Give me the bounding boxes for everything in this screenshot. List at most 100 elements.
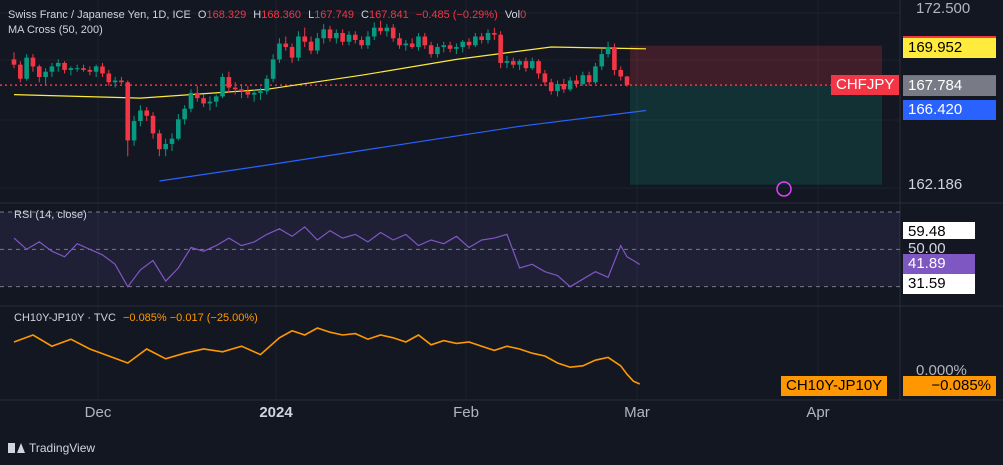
candle-body (536, 61, 541, 74)
price-tag: 162.186 (903, 174, 996, 195)
time-label-dec: Dec (84, 404, 112, 421)
marker-layer (776, 181, 792, 197)
candle-body (435, 47, 440, 55)
rsi-tag: 50.00 (903, 239, 975, 260)
candle-body (567, 80, 573, 90)
candle-body (473, 36, 478, 46)
candle-body (454, 47, 459, 49)
candle-body (87, 69, 93, 72)
candle-body (492, 32, 497, 35)
candle-body (277, 43, 282, 60)
rsi-tag: 59.48 (903, 221, 975, 242)
rsi-pane[interactable] (0, 211, 900, 288)
spread-pane[interactable] (13, 327, 641, 385)
candle-body (422, 36, 428, 46)
candle-body (466, 41, 472, 46)
candle-body (36, 66, 42, 77)
price-tag: 166.420 (903, 100, 996, 121)
time-label-mar: Mar (624, 404, 650, 421)
candle-body (283, 43, 289, 48)
candle-body (68, 68, 74, 70)
candle-body (24, 57, 29, 79)
candle-body (106, 73, 112, 83)
candle-body (188, 92, 194, 109)
candle-body (207, 101, 213, 104)
ohlc-open: O168.329 (197, 9, 247, 21)
rsi-legend[interactable]: RSI (14, close) (14, 209, 87, 221)
candle-body (346, 34, 352, 42)
candle-body (11, 59, 17, 65)
candle-body (529, 61, 535, 69)
lightning-icon (776, 181, 792, 197)
candle-body (523, 61, 529, 69)
spread-legend[interactable]: CH10Y-JP10Y · TVC −0.085% −0.017 (−25.00… (14, 312, 262, 324)
candle-body (226, 77, 232, 88)
symbol-tag: CHFJPY (831, 75, 900, 96)
rsi-tag: 41.89 (903, 254, 975, 275)
candle-body (378, 27, 383, 32)
candle-body (428, 45, 434, 55)
volume-readout: Vol0 (504, 9, 527, 21)
ohlc-close: C167.841 (361, 9, 409, 21)
spread-symbol: CH10Y-JP10Y · TVC (14, 312, 116, 324)
tradingview-brand[interactable]: TradingView (8, 441, 95, 455)
spread-values: −0.085% −0.017 (−25.00%) (122, 312, 258, 324)
candle-body (403, 43, 409, 46)
ma-cross-legend[interactable]: MA Cross (50, 200) (8, 24, 103, 36)
price-pane[interactable] (0, 20, 900, 185)
candle-body (302, 36, 308, 42)
candle-body (352, 34, 358, 40)
candle-body (371, 27, 377, 37)
candle-body (93, 66, 99, 72)
candle-body (397, 38, 402, 46)
candle-body (384, 27, 390, 32)
time-label-2024: 2024 (259, 404, 293, 421)
candle-body (245, 91, 251, 95)
candle-body (586, 75, 592, 83)
projection-lower-zone (630, 85, 882, 185)
candle-body (194, 92, 200, 99)
candle-body (504, 61, 510, 63)
candle-body (441, 45, 447, 48)
candle-body (315, 38, 320, 51)
candle-body (150, 115, 156, 134)
candle-body (599, 54, 605, 67)
candle-body (62, 62, 67, 70)
candle-body (390, 27, 396, 39)
candle-body (409, 43, 415, 48)
candle-body (49, 66, 55, 72)
candle-body (251, 92, 257, 95)
candle-body (561, 84, 567, 90)
candle-body (201, 98, 206, 104)
candle-body (460, 41, 466, 48)
candle-body (365, 36, 371, 46)
spread-symbol-tag: CH10Y-JP10Y (781, 376, 888, 396)
candle-body (289, 47, 295, 58)
ohlc-change: −0.485 (−0.29%) (415, 9, 498, 21)
candle-body (296, 36, 301, 58)
candle-body (176, 119, 181, 139)
time-label-apr: Apr (806, 404, 830, 421)
candle-body (131, 121, 137, 141)
candle-body (359, 40, 364, 46)
candle-body (81, 68, 86, 70)
ma200-line (159, 109, 647, 182)
candle-body (18, 64, 23, 79)
price-tag: 167.784 (903, 76, 996, 97)
candle-body (258, 91, 263, 93)
candle-body (213, 96, 219, 102)
candle-body (43, 71, 48, 77)
ohlc-high: H168.360 (253, 9, 301, 21)
candle-body (510, 61, 516, 65)
brand-name: TradingView (29, 441, 96, 455)
symbol-name: Swiss Franc / Japanese Yen, 1D, ICE (8, 9, 191, 21)
background-layer (0, 0, 1003, 401)
candle-body (498, 34, 503, 63)
price-legend[interactable]: Swiss Franc / Japanese Yen, 1D, ICE O168… (8, 9, 530, 21)
price-axis-top-label: 172.500 (916, 0, 971, 17)
candle-body (144, 110, 150, 116)
candle-body (157, 133, 162, 150)
candle-body (485, 32, 491, 40)
time-label-feb: Feb (453, 404, 479, 421)
